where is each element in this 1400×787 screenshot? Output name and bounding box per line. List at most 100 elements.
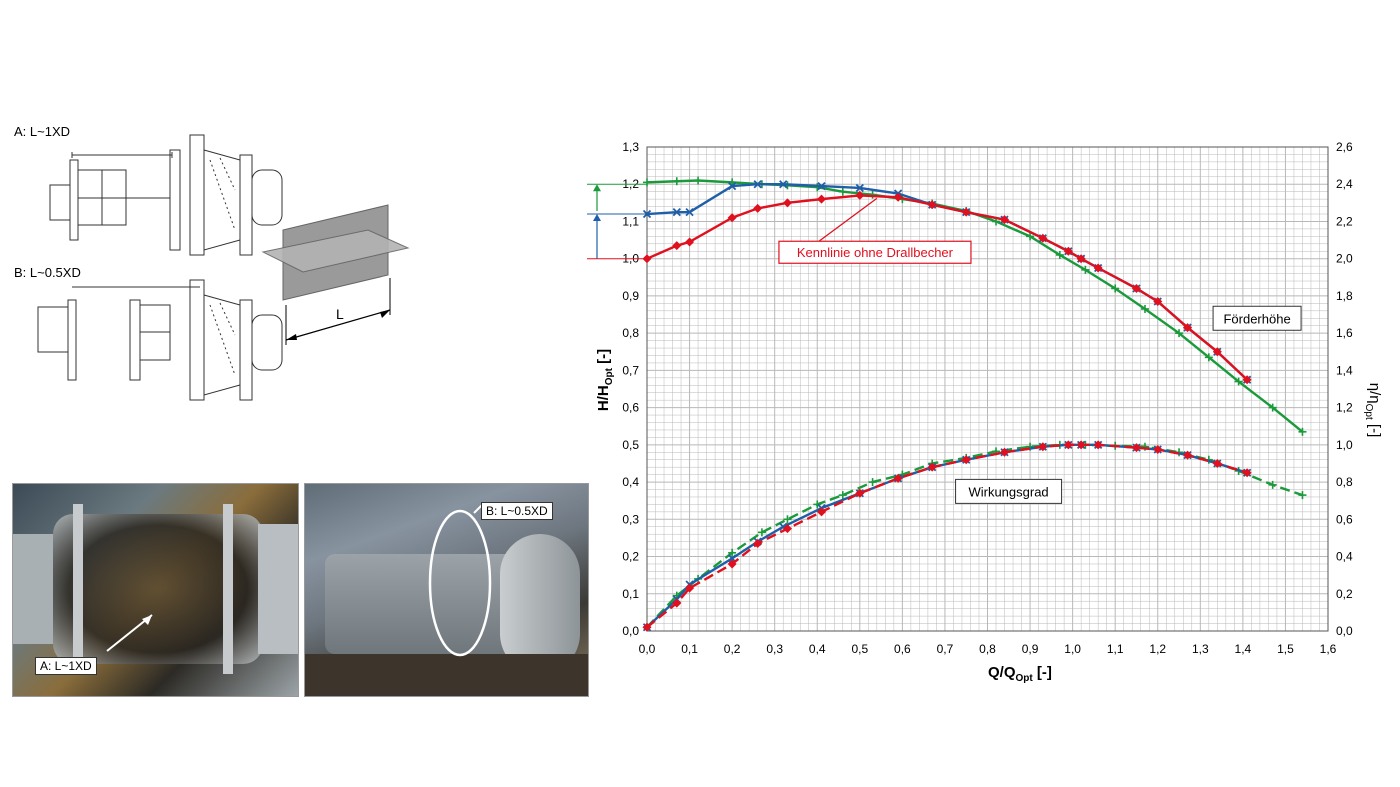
y-tick-label: 0,7: [622, 363, 639, 377]
x-tick-label: 1,1: [1107, 642, 1124, 656]
foerderhoehe-box: [1212, 305, 1302, 331]
x-tick-label: 0,6: [894, 642, 911, 656]
x-tick-label: 0,2: [724, 642, 741, 656]
photo-a-callout: A: L~1XD: [35, 657, 97, 675]
marker-diamond: [1076, 254, 1086, 264]
marker-diamond: [893, 473, 903, 483]
marker-x: [685, 208, 694, 217]
x-tick-label: 0,5: [851, 642, 868, 656]
foerderhoehe-label: Förderhöhe: [1223, 311, 1290, 326]
marker-diamond: [672, 241, 682, 251]
series-efficiency-blue: [642, 440, 1252, 632]
marker-diamond: [1093, 440, 1103, 450]
marker-diamond: [1038, 233, 1048, 243]
chart-grid: [646, 146, 1329, 632]
wirkungsgrad-label: Wirkungsgrad: [968, 484, 1048, 499]
y-tick-label: 0,2: [622, 550, 639, 564]
drawing-a: [49, 134, 283, 256]
series-efficiency-red: [642, 440, 1252, 632]
marker-diamond: [1183, 323, 1193, 333]
marker-x: [855, 183, 864, 193]
chart-annotations: DrallbrecherL~0.5xDISO 9906Förderhöhenko…: [587, 183, 1302, 504]
photo-b-callout: B: L~0.5XD: [481, 502, 553, 520]
photo-a-arrow: [106, 614, 153, 652]
x-axis-title: Q/QOpt [-]: [988, 664, 1052, 684]
dimension-l-label: L: [336, 306, 344, 322]
plate-illustration: [261, 204, 410, 345]
kennlinie-label: Kennlinie ohne Drallbecher: [797, 245, 954, 260]
kennlinie-pointer: [818, 197, 878, 242]
marker-diamond: [753, 203, 763, 213]
marker-diamond: [753, 539, 763, 549]
y2-tick-label: 1,0: [1336, 438, 1353, 452]
x-tick-label: 0,9: [1022, 642, 1039, 656]
marker-diamond: [1212, 458, 1222, 468]
wirkungsgrad-box: [955, 478, 1063, 504]
marker-x: [753, 180, 762, 189]
chart-series: [642, 176, 1307, 632]
dimension-line: [285, 309, 391, 341]
marker-diamond: [961, 455, 971, 465]
y-tick-label: 0,5: [622, 438, 639, 452]
series-head-blue: [642, 180, 1252, 384]
photo-a: [12, 483, 299, 697]
y-tick-label: 0,8: [622, 326, 639, 340]
marker-diamond: [1000, 447, 1010, 457]
marker-diamond: [1063, 440, 1073, 450]
plot-frame: [646, 146, 1329, 632]
horizontal-plate: [261, 229, 410, 273]
marker-diamond: [782, 198, 792, 208]
marker-diamond: [1131, 443, 1141, 453]
y2-tick-label: 1,4: [1336, 363, 1353, 377]
y2-axis-title: η/ηOpt [-]: [1363, 382, 1383, 438]
marker-diamond: [893, 192, 903, 202]
marker-x: [727, 181, 737, 191]
marker-diamond: [1076, 440, 1086, 450]
marker-diamond: [817, 194, 827, 204]
y2-tick-label: 0,4: [1336, 550, 1353, 564]
marker-diamond: [927, 200, 937, 210]
marker-diamond: [1212, 347, 1222, 357]
y2-tick-label: 1,6: [1336, 326, 1353, 340]
x-tick-label: 1,4: [1235, 642, 1252, 656]
series-efficiency-green: [643, 440, 1307, 632]
x-tick-label: 0,7: [937, 642, 954, 656]
technical-drawing: [37, 134, 283, 401]
chart-axes: 0,0 0,1 0,2 0,3 0,4 0,5 0,6 0,7 0,8 0,9 1,0 1,1 1,2 1…: [622, 140, 1353, 656]
y2-tick-label: 0,6: [1336, 512, 1353, 526]
drawing-b: [37, 279, 283, 401]
photo-b: [304, 483, 589, 697]
marker-diamond: [1183, 450, 1193, 460]
marker-diamond: [927, 462, 937, 472]
marker-diamond: [1153, 445, 1163, 454]
y2-tick-label: 2,0: [1336, 252, 1353, 266]
kennlinie-box: [778, 240, 972, 264]
marker-diamond: [685, 583, 695, 593]
series-head-red: [642, 190, 1252, 385]
y-tick-label: 1,3: [622, 140, 639, 154]
chart: 0,0 0,1 0,2 0,3 0,4 0,5 0,6 0,7 0,8 0,9 1,0 1,1 1,2 1…: [587, 140, 1353, 656]
series-head-green: [643, 176, 1307, 436]
marker-diamond: [1038, 442, 1048, 452]
marker-x: [672, 208, 681, 217]
marker-x: [779, 522, 788, 531]
marker-diamond: [1242, 468, 1252, 478]
drawing-b-label: B: L~0.5XD: [14, 265, 81, 280]
marker-x: [817, 181, 826, 191]
marker-diamond: [685, 237, 695, 247]
y2-tick-label: 0,0: [1336, 624, 1353, 638]
marker-diamond: [1153, 297, 1163, 307]
y-axis-title: H/HOpt [-]: [595, 348, 615, 412]
y2-tick-label: 1,2: [1336, 401, 1353, 415]
x-tick-label: 1,3: [1192, 642, 1209, 656]
marker-diamond: [1131, 283, 1141, 293]
marker-diamond: [855, 488, 865, 498]
y2-tick-label: 1,8: [1336, 289, 1353, 303]
series-line: [646, 194, 1248, 381]
series-line: [646, 183, 1248, 381]
y-tick-label: 0,9: [622, 289, 639, 303]
y2-tick-label: 2,2: [1336, 214, 1353, 228]
marker-diamond: [817, 507, 827, 517]
marker-diamond: [855, 190, 865, 200]
marker-diamond: [782, 524, 792, 534]
